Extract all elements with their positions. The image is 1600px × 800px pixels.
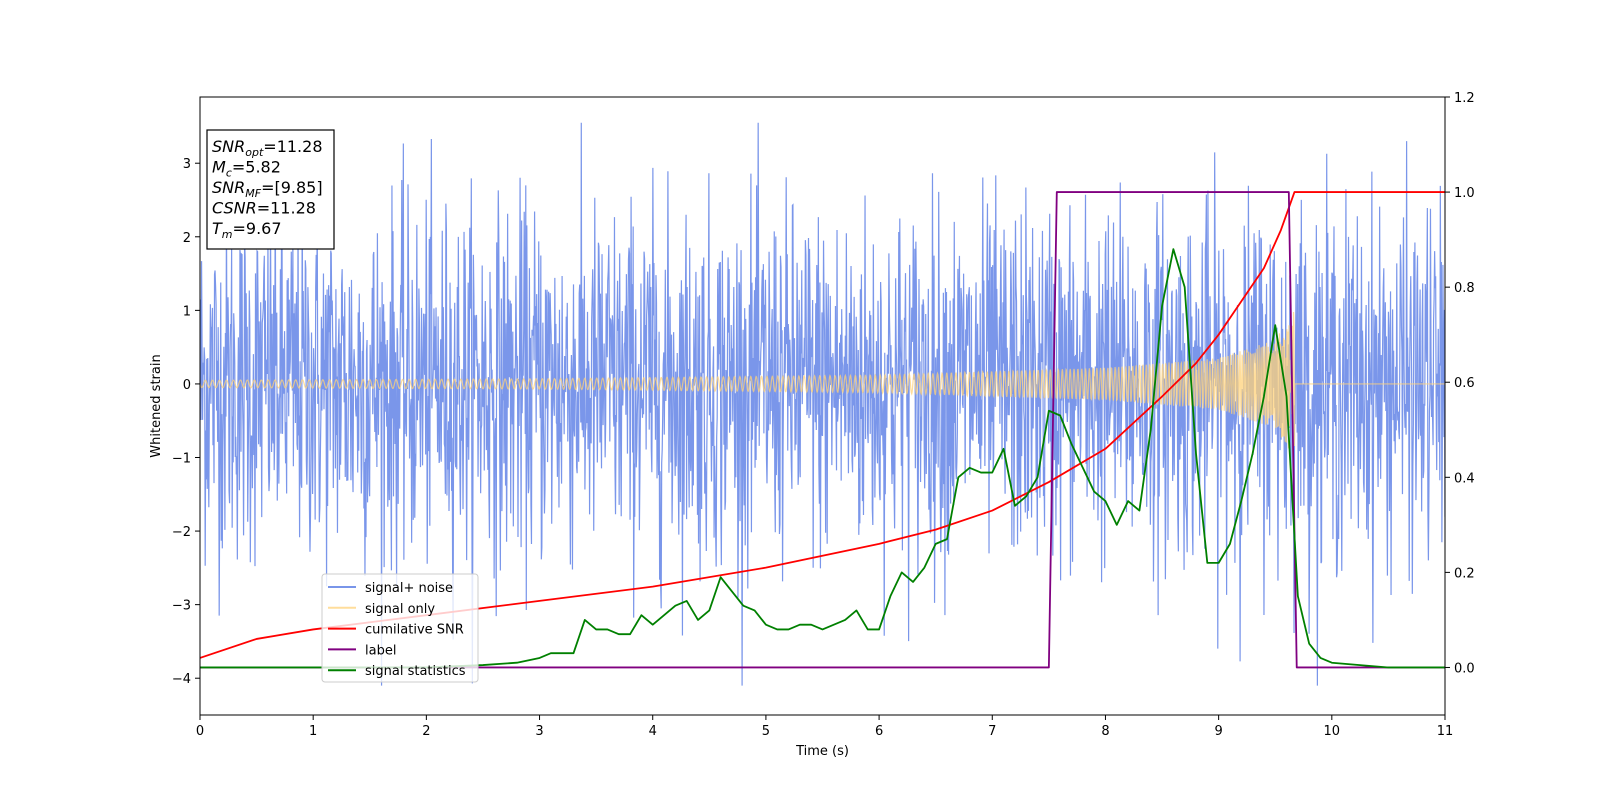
- y2-tick-label: 0.0: [1454, 661, 1475, 676]
- y2-tick-label: 0.2: [1454, 566, 1475, 581]
- legend-frame: [321, 573, 479, 683]
- y2-tick-label: 1.2: [1454, 91, 1475, 106]
- series-signal-noise: [200, 122, 1445, 686]
- plot-frame: [199, 96, 1446, 716]
- legend-label: label: [365, 643, 396, 658]
- legend-label: signal statistics: [365, 664, 466, 679]
- y2-tick-label: 0.8: [1454, 281, 1475, 296]
- y-tick-label: −1: [172, 452, 191, 467]
- x-tick-label: 8: [1101, 724, 1109, 739]
- y-tick-label: 3: [183, 157, 191, 172]
- signal-series-layer: [200, 311, 1445, 454]
- annotation-box: SNRopt=11.28Mc=5.82SNRMF=[9.85]CSNR=11.2…: [206, 129, 335, 250]
- annotation-line: Tm=9.67: [212, 219, 282, 241]
- x-tick-label: 10: [1324, 724, 1341, 739]
- x-tick-label: 1: [309, 724, 317, 739]
- y-tick-label: 0: [183, 378, 191, 393]
- y2-tick-label: 0.6: [1454, 376, 1475, 391]
- y-axis-label: Whitened strain: [149, 354, 164, 457]
- y2-tick-label: 1.0: [1454, 186, 1475, 201]
- x-tick-label: 4: [649, 724, 657, 739]
- annotation-line: SNRopt=11.28: [212, 137, 323, 159]
- y-tick-label: 2: [183, 231, 191, 246]
- x-tick-label: 0: [196, 724, 204, 739]
- annotation-line: SNRMF=[9.85]: [212, 178, 323, 200]
- legend: signal+ noise signal only cumilative SNR la…: [321, 573, 479, 683]
- y-axis-left: −4 −3 −2 −1 0 1 2 3: [172, 157, 200, 687]
- legend-label: signal only: [365, 602, 435, 617]
- x-axis-label: Time (s): [795, 744, 849, 759]
- noise-series-layer: [200, 122, 1445, 686]
- series-signal-statistics: [200, 248, 1445, 669]
- x-tick-label: 2: [422, 724, 430, 739]
- y-tick-label: 1: [183, 304, 191, 319]
- y-tick-label: −2: [172, 525, 191, 540]
- x-tick-label: 9: [1214, 724, 1222, 739]
- x-tick-label: 11: [1437, 724, 1454, 739]
- series-signal-only: [200, 311, 1445, 454]
- series-label: [200, 191, 1445, 669]
- y-tick-label: −3: [172, 599, 191, 614]
- annotation-line: CSNR=11.28: [212, 199, 316, 218]
- legend-label: signal+ noise: [365, 581, 453, 596]
- legend-label: cumilative SNR: [365, 623, 464, 638]
- x-axis: 0 1 2 3 4 5 6 7 8 9 10 11: [196, 715, 1453, 739]
- x-tick-label: 6: [875, 724, 883, 739]
- x-tick-label: 7: [988, 724, 996, 739]
- y-axis-right: 0.0 0.2 0.4 0.6 0.8 1.0 1.2: [1445, 91, 1475, 676]
- x-tick-label: 3: [535, 724, 543, 739]
- annotation-line: Mc=5.82: [212, 158, 281, 180]
- y2-tick-label: 0.4: [1454, 471, 1475, 486]
- y-tick-label: −4: [172, 672, 191, 687]
- annotation-frame: [206, 129, 335, 250]
- x-tick-label: 5: [762, 724, 770, 739]
